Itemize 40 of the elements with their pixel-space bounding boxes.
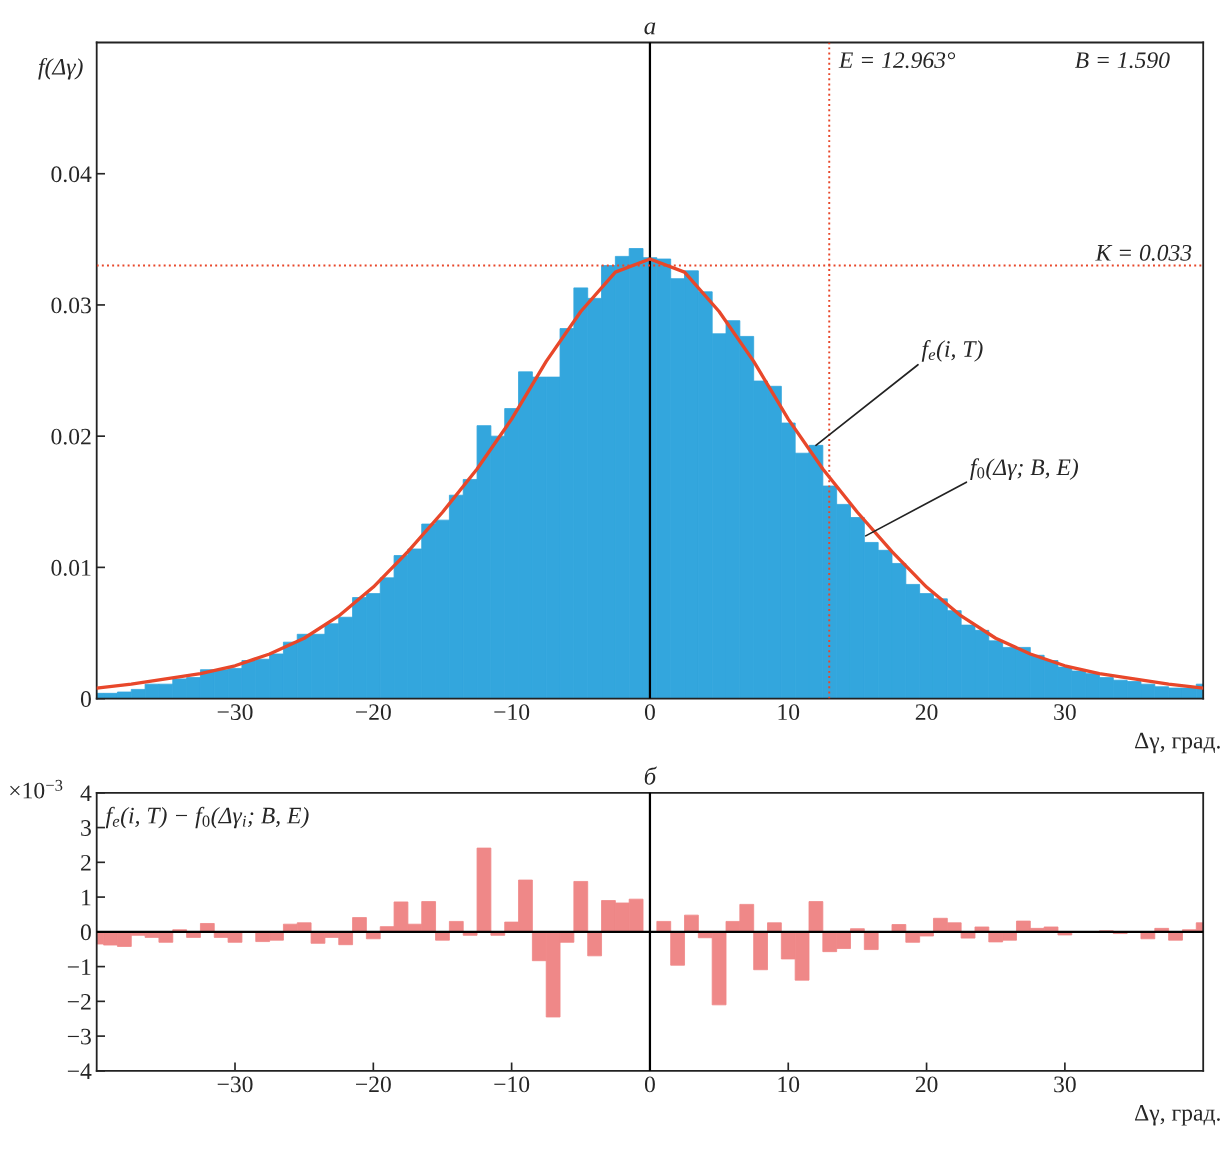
y-tick-label: 0.01 (51, 559, 91, 576)
y-tick-label: 3 (81, 820, 91, 836)
x-tick-label: −30 (217, 704, 253, 721)
x-tick-label: 30 (1054, 1076, 1076, 1093)
x-tick-label: −10 (494, 704, 530, 721)
y-tick-label: −3 (67, 1028, 91, 1045)
y-tick-label: 4 (80, 785, 92, 801)
annotation: f$_{0}$(Δγ; B, E) (970, 458, 1079, 481)
chart-title: б (644, 766, 657, 785)
y-tick-label: 0.04 (51, 166, 92, 183)
y-tick-label: −1 (67, 959, 91, 975)
text: ×10$^{−3}$ (10, 779, 63, 799)
x-tick-label: 20 (915, 1076, 938, 1093)
y-tick-label: 0.03 (51, 297, 91, 314)
y-axis-title: f$_{e}$(i, T) − f$_{0}$(Δγ$_{i}$; B, E) (105, 806, 309, 829)
y-tick-label: 0 (80, 924, 91, 941)
x-tick-label: −20 (356, 704, 391, 721)
x-tick-label: −20 (356, 1076, 391, 1093)
x-tick-label: 20 (915, 704, 938, 721)
y-tick-label: 1 (82, 889, 91, 906)
x-tick-label: 0 (644, 1076, 655, 1093)
chart-title: а (644, 22, 656, 35)
y-axis-title: f(Δγ) (38, 57, 83, 80)
ref-line-label: K = 0.033 (1095, 244, 1192, 261)
y-tick-label: 0.02 (51, 428, 91, 445)
x-tick-label: −30 (217, 1076, 253, 1093)
ref-line-label: E = 12.963° (838, 52, 956, 69)
annotation: f$_{e}$(i, T) (921, 340, 983, 362)
y-tick-label: −4 (67, 1063, 92, 1080)
x-tick-label: 10 (778, 704, 800, 721)
x-axis-title: Δγ, град. (1134, 1105, 1220, 1126)
x-tick-label: 30 (1054, 704, 1076, 721)
x-axis-title: Δγ, град. (1134, 732, 1220, 754)
x-tick-label: 10 (778, 1076, 800, 1093)
x-tick-label: −10 (494, 1076, 530, 1093)
y-tick-label: −2 (67, 993, 91, 1010)
y-tick-label: 0 (80, 691, 91, 708)
annotation: B = 1.590 (1074, 52, 1170, 69)
x-tick-label: 0 (644, 704, 655, 721)
y-tick-label: 2 (81, 854, 91, 871)
